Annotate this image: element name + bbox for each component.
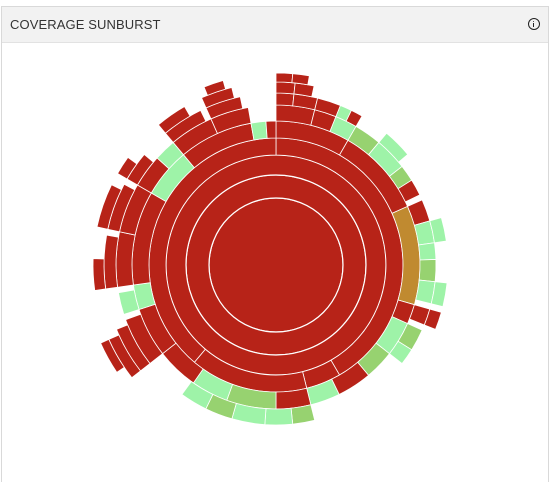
sunburst-ring-5 bbox=[115, 104, 437, 426]
sunburst-segment[interactable] bbox=[208, 197, 344, 333]
sunburst-ring-4 bbox=[131, 120, 421, 410]
sunburst-segment[interactable] bbox=[103, 234, 119, 290]
panel-header: COVERAGE SUNBURST bbox=[2, 7, 548, 43]
sunburst-segment[interactable] bbox=[345, 109, 363, 127]
sunburst-segment[interactable] bbox=[116, 156, 138, 180]
sunburst-ring-0 bbox=[208, 197, 344, 333]
sunburst-ring-8 bbox=[100, 72, 310, 373]
sunburst-segment[interactable] bbox=[418, 259, 437, 283]
sunburst-segment[interactable] bbox=[397, 179, 421, 203]
sunburst-segment[interactable] bbox=[378, 132, 409, 163]
coverage-sunburst-chart bbox=[92, 72, 448, 426]
coverage-sunburst-panel: COVERAGE SUNBURST bbox=[1, 6, 549, 482]
sunburst-segment[interactable] bbox=[430, 281, 448, 308]
sunburst-segment[interactable] bbox=[275, 92, 295, 107]
sunburst-ring-7 bbox=[92, 81, 315, 379]
sunburst-segment[interactable] bbox=[100, 338, 125, 373]
sunburst-segment[interactable] bbox=[264, 407, 294, 426]
sunburst-segment[interactable] bbox=[275, 81, 296, 95]
sunburst-segment[interactable] bbox=[117, 289, 140, 315]
panel-title: COVERAGE SUNBURST bbox=[10, 17, 161, 32]
sunburst-segment[interactable] bbox=[203, 79, 227, 96]
sunburst-segment[interactable] bbox=[423, 308, 442, 330]
sunburst-segment[interactable] bbox=[157, 105, 191, 134]
sunburst-segment[interactable] bbox=[290, 404, 316, 425]
sunburst-segment[interactable] bbox=[96, 184, 122, 230]
chart-area bbox=[2, 43, 548, 483]
sunburst-segment[interactable] bbox=[291, 73, 310, 86]
info-icon[interactable] bbox=[528, 18, 540, 30]
sunburst-segment[interactable] bbox=[92, 258, 107, 291]
sunburst-segment[interactable] bbox=[429, 217, 447, 244]
sunburst-segment[interactable] bbox=[388, 340, 413, 365]
sunburst-segment[interactable] bbox=[250, 120, 268, 141]
sunburst-segment[interactable] bbox=[265, 120, 277, 139]
sunburst-segment[interactable] bbox=[181, 380, 214, 410]
sunburst-segment[interactable] bbox=[275, 72, 294, 84]
sunburst-segment[interactable] bbox=[418, 242, 437, 261]
sunburst-segment[interactable] bbox=[115, 231, 136, 288]
